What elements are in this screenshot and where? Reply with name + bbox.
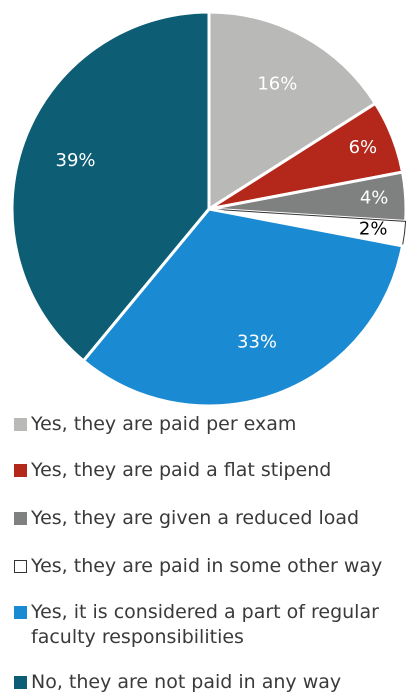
slice-label: 4%: [360, 188, 389, 209]
pie-slice: [207, 10, 378, 212]
legend-item: Yes, they are paid in some other way: [14, 554, 382, 579]
legend-item: Yes, it is considered a part of regular …: [14, 600, 410, 650]
legend-label: No, they are not paid in any way: [31, 671, 342, 693]
pie-slice: [81, 207, 405, 408]
legend-label: Yes, they are paid per exam: [31, 413, 297, 435]
slice-label: 39%: [56, 150, 96, 171]
legend-swatch: [14, 676, 27, 689]
chart: 16% 6% 4% 2% 33% 39%: [10, 10, 408, 408]
pie-slice: [10, 10, 211, 363]
legend-label: Yes, they are paid a flat stipend: [31, 459, 332, 481]
legend-swatch: [14, 512, 27, 525]
slice-label: 33%: [237, 331, 277, 352]
slice-label: 16%: [257, 74, 297, 95]
legend-item: Yes, they are given a reduced load: [14, 506, 359, 531]
legend-item: No, they are not paid in any way: [14, 670, 341, 695]
legend-swatch: [14, 418, 27, 431]
legend-item: Yes, they are paid per exam: [14, 412, 296, 437]
legend-label: Yes, they are given a reduced load: [31, 507, 360, 529]
slice-label: 6%: [349, 137, 378, 158]
legend-label: Yes, they are paid in some other way: [31, 555, 383, 577]
legend-swatch: [14, 560, 27, 573]
legend-swatch: [14, 464, 27, 477]
slice-label: 2%: [359, 219, 388, 240]
legend-item: Yes, they are paid a flat stipend: [14, 458, 331, 483]
legend-swatch: [14, 606, 27, 619]
legend-label: Yes, it is considered a part of regular …: [31, 601, 379, 648]
